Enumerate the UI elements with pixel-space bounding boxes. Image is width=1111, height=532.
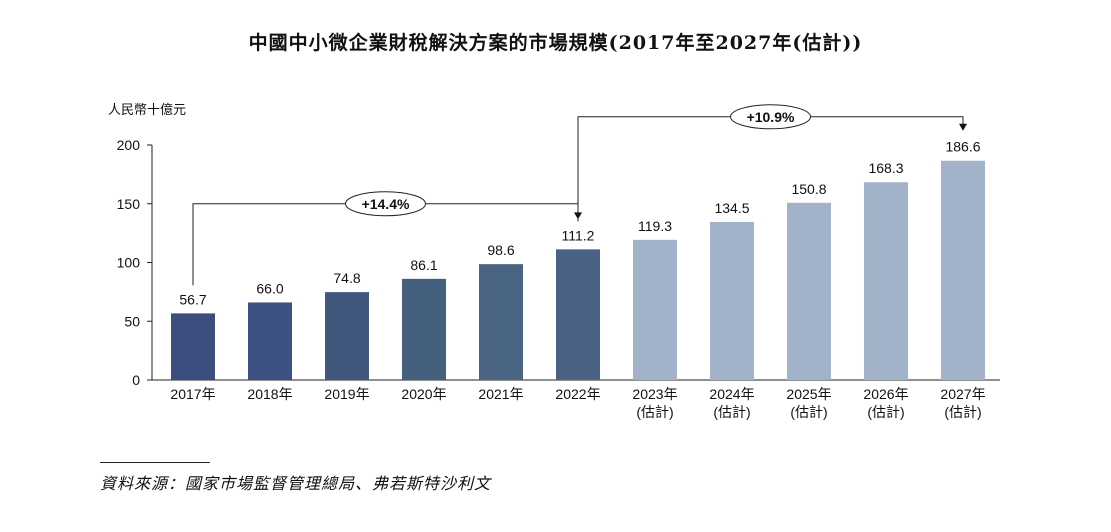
bar-value-label: 98.6 [487, 242, 514, 258]
y-tick-label: 200 [117, 137, 141, 153]
cagr-ellipse [345, 191, 426, 217]
x-tick-label: 2022年 [555, 386, 600, 402]
bar-value-label: 111.2 [562, 227, 595, 243]
bar-value-label: 186.6 [945, 139, 980, 155]
bar [171, 313, 215, 380]
bar-value-label: 134.5 [714, 200, 749, 216]
bar [941, 160, 985, 380]
bar [325, 292, 369, 380]
bar [248, 302, 292, 380]
x-tick-label: 2024年 [709, 386, 754, 402]
bar [864, 182, 908, 380]
y-tick-label: 50 [124, 313, 140, 329]
chart-title: 中國中小微企業財稅解決方案的市場規模(2017年至2027年(估計)) [248, 32, 863, 54]
bar [402, 278, 446, 380]
x-tick-label: 2017年 [170, 386, 215, 402]
bar [556, 249, 600, 380]
y-tick-label: 100 [117, 255, 141, 271]
x-tick-label: (估計) [636, 404, 673, 420]
cagr-label: +14.4% [362, 196, 410, 212]
x-tick-label: 2018年 [247, 386, 292, 402]
x-tick-label: (估計) [713, 404, 750, 420]
bar [787, 202, 831, 380]
x-tick-label: 2025年 [786, 386, 831, 402]
y-axis-label: 人民幣十億元 [108, 102, 186, 117]
bar [710, 221, 754, 380]
bar [479, 264, 523, 380]
bar-value-label: 66.0 [256, 280, 283, 296]
y-tick-label: 150 [117, 196, 141, 212]
x-tick-label: 2023年 [632, 386, 677, 402]
bar-value-label: 150.8 [791, 181, 826, 197]
bar [633, 239, 677, 380]
bar-value-label: 56.7 [179, 291, 206, 307]
x-tick-label: 2020年 [401, 386, 446, 402]
x-tick-label: 2027年 [940, 386, 985, 402]
cagr-arrowhead [959, 123, 967, 131]
bar-value-label: 119.3 [638, 218, 672, 234]
bar-value-label: 74.8 [333, 270, 360, 286]
x-tick-label: 2021年 [478, 386, 523, 402]
bar-value-label: 168.3 [868, 160, 903, 176]
x-tick-label: 2019年 [324, 386, 369, 402]
source-divider [100, 462, 210, 463]
x-tick-label: 2026年 [863, 386, 908, 402]
x-tick-label: (估計) [944, 404, 981, 420]
cagr-label: +10.9% [747, 109, 795, 125]
bar-value-label: 86.1 [410, 257, 437, 273]
x-tick-label: (估計) [790, 404, 827, 420]
source-note: 資料來源：國家市場監督管理總局、弗若斯特沙利文 [100, 474, 492, 493]
x-tick-label: (估計) [867, 404, 904, 420]
cagr-ellipse [730, 104, 811, 130]
y-tick-label: 0 [132, 372, 140, 388]
